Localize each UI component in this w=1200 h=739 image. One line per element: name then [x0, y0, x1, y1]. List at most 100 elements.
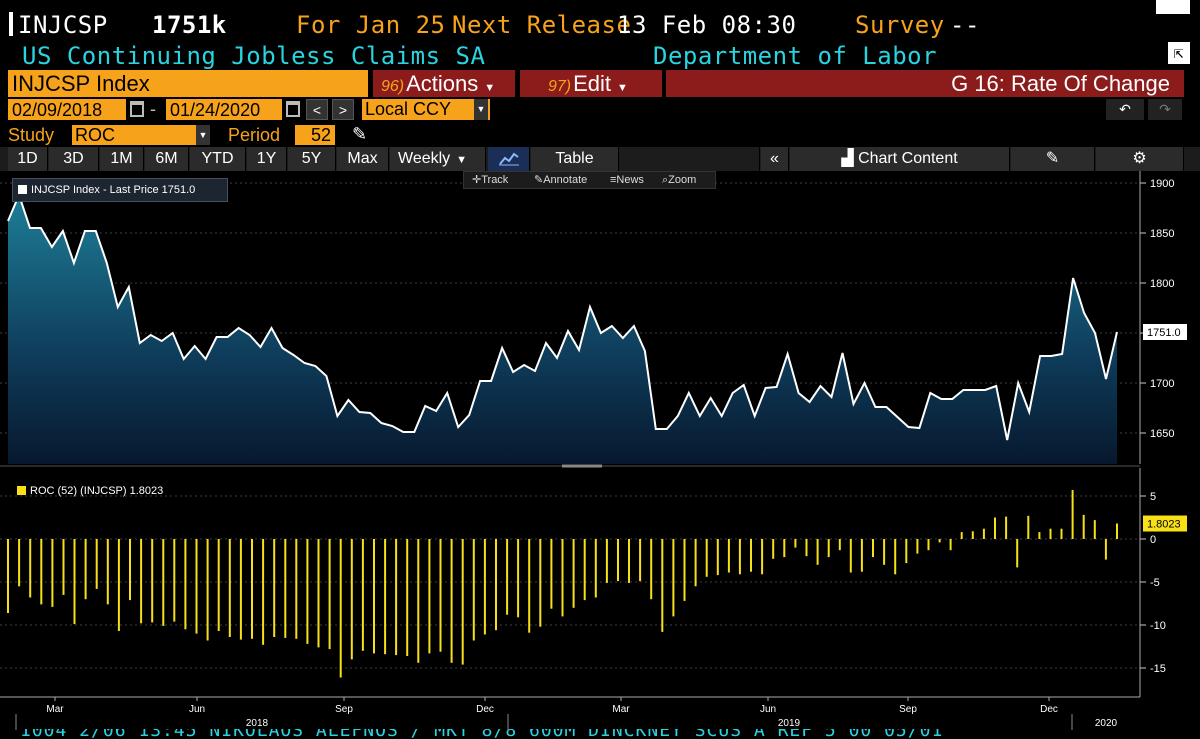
date-range-bar: 02/09/2018 - 01/24/2020 < > Local CCY ▼ … — [0, 99, 1200, 121]
roc-bar — [295, 539, 298, 639]
roc-bar — [1093, 520, 1096, 539]
calendar-icon[interactable] — [286, 101, 300, 117]
study-bar: Study ROC ▼ Period 52 ✎ — [0, 124, 1200, 146]
roc-bar — [971, 531, 974, 539]
collapse-icon[interactable]: « — [761, 147, 789, 171]
roc-tag-label: 1.8023 — [1147, 519, 1181, 531]
line-chart-icon[interactable] — [488, 147, 530, 171]
roc-bar — [805, 539, 808, 557]
chevron-down-icon: ▼ — [456, 154, 468, 166]
range-1y[interactable]: 1Y — [247, 147, 287, 171]
roc-bar — [251, 539, 253, 639]
study-select[interactable]: ROC — [72, 125, 196, 145]
roc-bar — [117, 539, 120, 631]
roc-bar — [73, 539, 76, 625]
roc-bar — [683, 539, 686, 601]
roc-bar — [1016, 539, 1019, 568]
roc-bar — [894, 539, 897, 575]
range-5y[interactable]: 5Y — [288, 147, 336, 171]
roc-bar — [883, 539, 886, 565]
study-label: Study — [8, 125, 55, 145]
period-input[interactable]: 52 — [295, 125, 335, 145]
x-year-label: 2019 — [778, 718, 801, 729]
roc-bar — [994, 517, 996, 539]
frequency-select[interactable]: Weekly ▼ — [390, 147, 486, 171]
calendar-icon[interactable] — [130, 101, 144, 117]
range-max[interactable]: Max — [337, 147, 389, 171]
table-button[interactable]: Table — [531, 147, 619, 171]
security-source: Department of Labor — [653, 42, 938, 70]
roc-bar — [84, 539, 87, 600]
roc-bar — [872, 539, 874, 558]
pencil-icon[interactable]: ✎ — [352, 124, 368, 144]
roc-bar — [7, 539, 9, 613]
roc-bar — [927, 539, 930, 551]
y-tick-label: -5 — [1150, 577, 1160, 589]
roc-bar — [539, 539, 542, 627]
range-3d[interactable]: 3D — [49, 147, 99, 171]
gear-icon[interactable]: ⚙ — [1096, 147, 1184, 171]
roc-bar — [173, 539, 176, 622]
toolbar-spacer — [620, 147, 760, 171]
popout-icon[interactable]: ⇱ — [1168, 42, 1190, 64]
roc-bar — [960, 532, 963, 539]
roc-bar — [29, 539, 32, 598]
edit-chart-icon[interactable]: ✎ — [1011, 147, 1095, 171]
roc-bar — [905, 539, 908, 564]
chevron-down-icon[interactable]: ▼ — [196, 125, 210, 145]
edit-menu[interactable]: 97)Edit ▼ — [520, 70, 662, 97]
chevron-down-icon: ▼ — [484, 82, 496, 94]
track-tool[interactable]: ✛ Track — [472, 174, 509, 186]
news-ticker[interactable]: 1004 2/06 13:45 NIKOLAOS ALEFNOS / MKT 8… — [0, 729, 1200, 739]
undo-icon[interactable]: ↶ — [1106, 99, 1144, 120]
range-1d[interactable]: 1D — [8, 147, 48, 171]
ticker-symbol: INJCSP — [18, 11, 108, 39]
actions-menu[interactable]: 96)Actions ▼ — [373, 70, 515, 97]
roc-bar — [761, 539, 764, 575]
roc-bar — [772, 539, 775, 559]
survey-value: -- — [950, 11, 980, 39]
chart-toolbar: 1D 3D 1M 6M YTD 1Y 5Y Max Weekly ▼ Table … — [0, 147, 1200, 171]
roc-bar — [195, 539, 198, 634]
x-month-label: Sep — [899, 704, 917, 715]
roc-bar — [328, 539, 331, 650]
security-field[interactable]: INJCSP Index — [8, 70, 368, 97]
zoom-tool[interactable]: ⌕ Zoom — [662, 174, 697, 186]
roc-bar — [1071, 490, 1074, 539]
roc-bar — [206, 539, 209, 641]
roc-bar — [517, 539, 520, 618]
next-period-button[interactable]: > — [332, 99, 354, 120]
y-tick-label: 1850 — [1150, 228, 1174, 240]
redo-icon[interactable]: ↷ — [1148, 99, 1182, 120]
chart-area: 1650170017501800185019001751.0 50-5-10-1… — [0, 171, 1200, 739]
roc-bar — [916, 539, 919, 554]
roc-bar — [18, 539, 21, 587]
roc-bar — [1049, 528, 1052, 539]
range-1m[interactable]: 1M — [100, 147, 144, 171]
chevron-down-icon[interactable]: ▼ — [474, 99, 488, 120]
annotate-tool[interactable]: ✎ Annotate — [534, 174, 588, 186]
roc-bar — [550, 539, 553, 609]
roc-bar — [661, 539, 664, 632]
chart-content-button[interactable]: ▟ Chart Content — [790, 147, 1010, 171]
end-date-input[interactable]: 01/24/2020 — [166, 99, 282, 120]
roc-bar — [239, 539, 242, 640]
roc-bar — [40, 539, 43, 605]
range-6m[interactable]: 6M — [145, 147, 189, 171]
roc-bar — [184, 539, 187, 630]
roc-bar — [95, 539, 98, 589]
start-date-input[interactable]: 02/09/2018 — [8, 99, 126, 120]
roc-bar — [705, 539, 708, 577]
roc-bar — [750, 539, 752, 572]
roc-bar — [639, 539, 642, 582]
roc-legend[interactable]: ROC (52) (INJCSP) 1.8023 — [12, 481, 192, 501]
survey-label: Survey — [855, 11, 945, 39]
range-ytd[interactable]: YTD — [190, 147, 246, 171]
roc-bar — [727, 539, 730, 573]
currency-select[interactable]: Local CCY — [362, 99, 490, 120]
news-tool[interactable]: ≡ News — [610, 174, 644, 186]
price-legend[interactable]: INJCSP Index - Last Price 1751.0 — [12, 178, 228, 202]
price-line — [7, 192, 1118, 441]
x-year-label: 2018 — [246, 718, 269, 729]
prev-period-button[interactable]: < — [306, 99, 328, 120]
